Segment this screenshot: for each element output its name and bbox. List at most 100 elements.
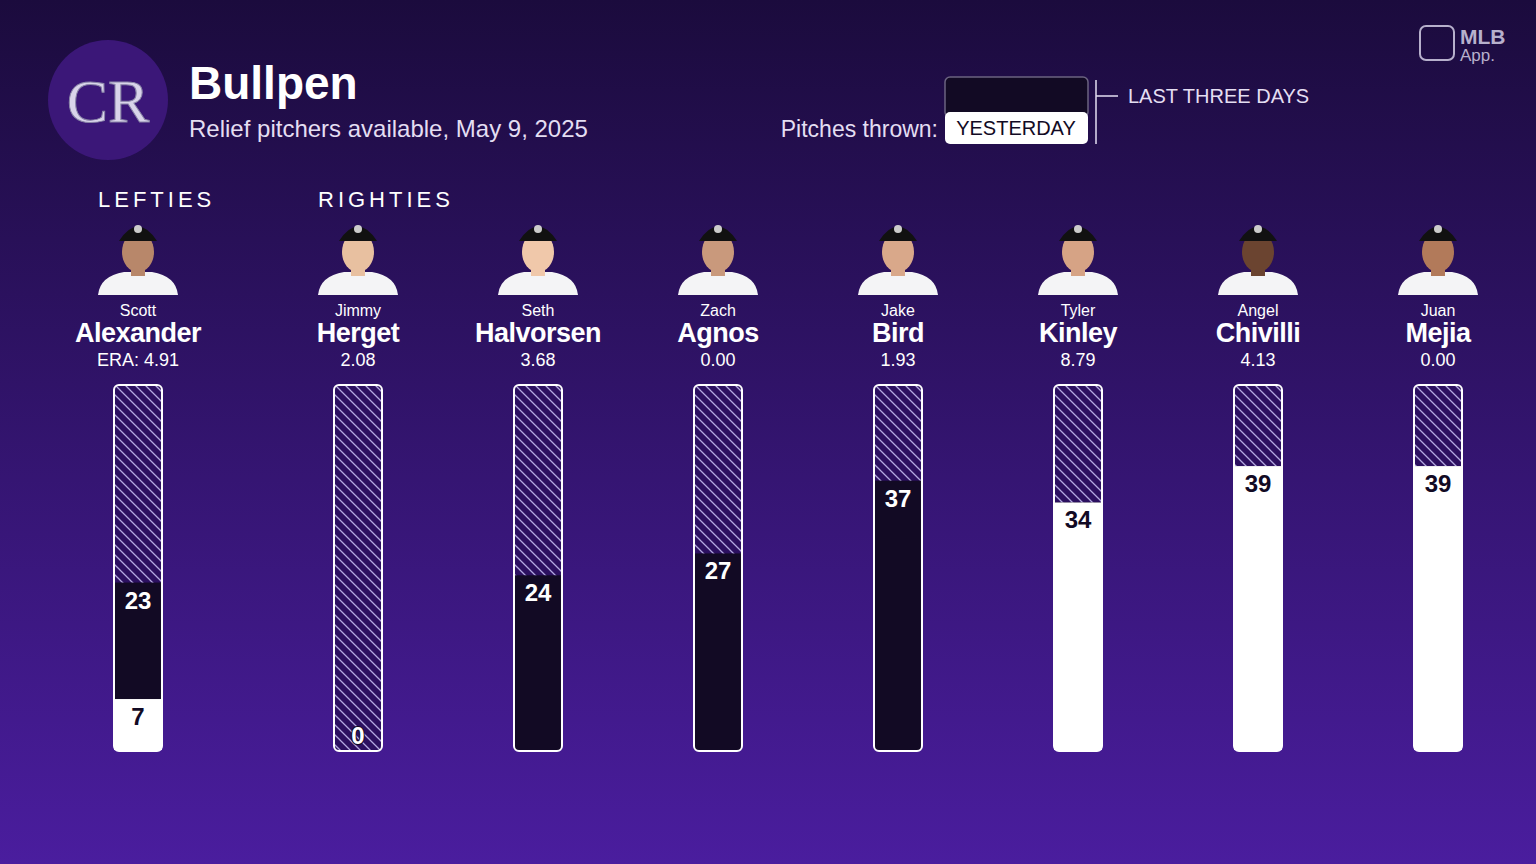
- chart: CR Bullpen Relief pitchers available, May …: [0, 0, 1536, 864]
- bar-segment: [694, 553, 742, 750]
- first-name: Angel: [1238, 302, 1279, 319]
- era: 2.08: [340, 350, 375, 370]
- era: ERA: 4.91: [97, 350, 179, 370]
- last-name: Agnos: [677, 318, 759, 348]
- bar-segment: [1054, 502, 1102, 750]
- last-name: Alexander: [75, 318, 202, 348]
- bar-outline: [1054, 385, 1102, 751]
- background: [0, 0, 1536, 864]
- cap-logo: [1434, 225, 1442, 233]
- bar-outline: [1414, 385, 1462, 751]
- legend-title: Pitches thrown:: [781, 116, 938, 142]
- data-label: 24: [525, 579, 552, 606]
- bar-outline: [1234, 385, 1282, 751]
- cap-logo: [354, 225, 362, 233]
- bar-segment: [514, 750, 562, 751]
- era: 0.00: [700, 350, 735, 370]
- data-label: 39: [1245, 470, 1272, 497]
- data-label: 39: [1425, 470, 1452, 497]
- data-label: 27: [705, 557, 732, 584]
- logo-circle: [48, 40, 168, 160]
- first-name: Seth: [522, 302, 555, 319]
- legend-swatch: [945, 77, 1088, 117]
- bar-track: [874, 386, 922, 750]
- era: 4.13: [1240, 350, 1275, 370]
- title: Bullpen: [189, 57, 358, 109]
- last-name: Kinley: [1039, 318, 1118, 348]
- brand-sub: App.: [1460, 46, 1495, 65]
- era: 1.93: [880, 350, 915, 370]
- legend-label: YESTERDAY: [956, 117, 1076, 139]
- group-label: RIGHTIES: [318, 187, 454, 212]
- bar-track: [694, 386, 742, 750]
- legend-label: LAST THREE DAYS: [1128, 85, 1309, 107]
- bar-track: [1234, 386, 1282, 750]
- bar-segment: [694, 750, 742, 751]
- data-label: 7: [131, 703, 144, 730]
- bar-segment: [1414, 466, 1462, 750]
- data-label: 34: [1065, 506, 1092, 533]
- data-label: 0: [351, 722, 364, 749]
- player-photo: [98, 225, 178, 295]
- bar-segment: [1234, 466, 1282, 750]
- cap-logo: [714, 225, 722, 233]
- player-photo: [1218, 225, 1298, 295]
- player-photo: [858, 225, 938, 295]
- bar-outline: [114, 385, 162, 751]
- bar-segment: [114, 699, 162, 750]
- cap-logo: [1074, 225, 1082, 233]
- bar-track: [514, 386, 562, 750]
- cap-logo: [894, 225, 902, 233]
- data-label: 37: [885, 485, 912, 512]
- player-photo: [498, 225, 578, 295]
- last-name: Herget: [317, 318, 400, 348]
- bar-segment: [114, 583, 162, 750]
- player-photo: [1038, 225, 1118, 295]
- player-photo: [318, 225, 398, 295]
- group-label: LEFTIES: [98, 187, 215, 212]
- plot-area: [114, 386, 1462, 750]
- first-name: Zach: [700, 302, 736, 319]
- bar-segment: [334, 750, 382, 751]
- bar-segment: [874, 750, 922, 751]
- legend-swatch: [945, 112, 1088, 144]
- brand-text: MLB: [1460, 25, 1506, 48]
- player-photo: [1398, 225, 1478, 295]
- last-name: Chivilli: [1216, 318, 1301, 348]
- bar-outline: [694, 385, 742, 751]
- first-name: Scott: [120, 302, 157, 319]
- bar-outline: [874, 385, 922, 751]
- bar-track: [334, 386, 382, 750]
- era: 0.00: [1420, 350, 1455, 370]
- cap-logo: [534, 225, 542, 233]
- first-name: Tyler: [1061, 302, 1096, 319]
- last-name: Halvorsen: [475, 318, 601, 348]
- legend: YESTERDAY Pitches thrown: LAST THREE DAYS: [781, 77, 1309, 144]
- last-name: Mejia: [1405, 318, 1472, 348]
- bar-track: [1054, 386, 1102, 750]
- bar-track: [114, 386, 162, 750]
- data-label: 23: [125, 587, 152, 614]
- subtitle: Relief pitchers available, May 9, 2025: [189, 115, 588, 142]
- bar-segment: [1054, 502, 1102, 750]
- bar-outline: [514, 385, 562, 751]
- era: 3.68: [520, 350, 555, 370]
- bar-segment: [874, 481, 922, 750]
- bar-track: [1414, 386, 1462, 750]
- brand: MLBApp.: [1420, 25, 1506, 65]
- cap-logo: [134, 225, 142, 233]
- first-name: Jake: [881, 302, 915, 319]
- logo-text: CR: [67, 67, 150, 135]
- cap-logo: [1254, 225, 1262, 233]
- brand-icon: [1420, 26, 1454, 60]
- bar-segment: [334, 750, 382, 751]
- player-photo: [678, 225, 758, 295]
- bar-outline: [334, 385, 382, 751]
- legend-bracket: [1096, 80, 1118, 144]
- first-name: Juan: [1421, 302, 1456, 319]
- era: 8.79: [1060, 350, 1095, 370]
- bar-segment: [514, 575, 562, 750]
- team-logo: CR: [48, 40, 168, 160]
- last-name: Bird: [872, 318, 924, 348]
- first-name: Jimmy: [335, 302, 381, 319]
